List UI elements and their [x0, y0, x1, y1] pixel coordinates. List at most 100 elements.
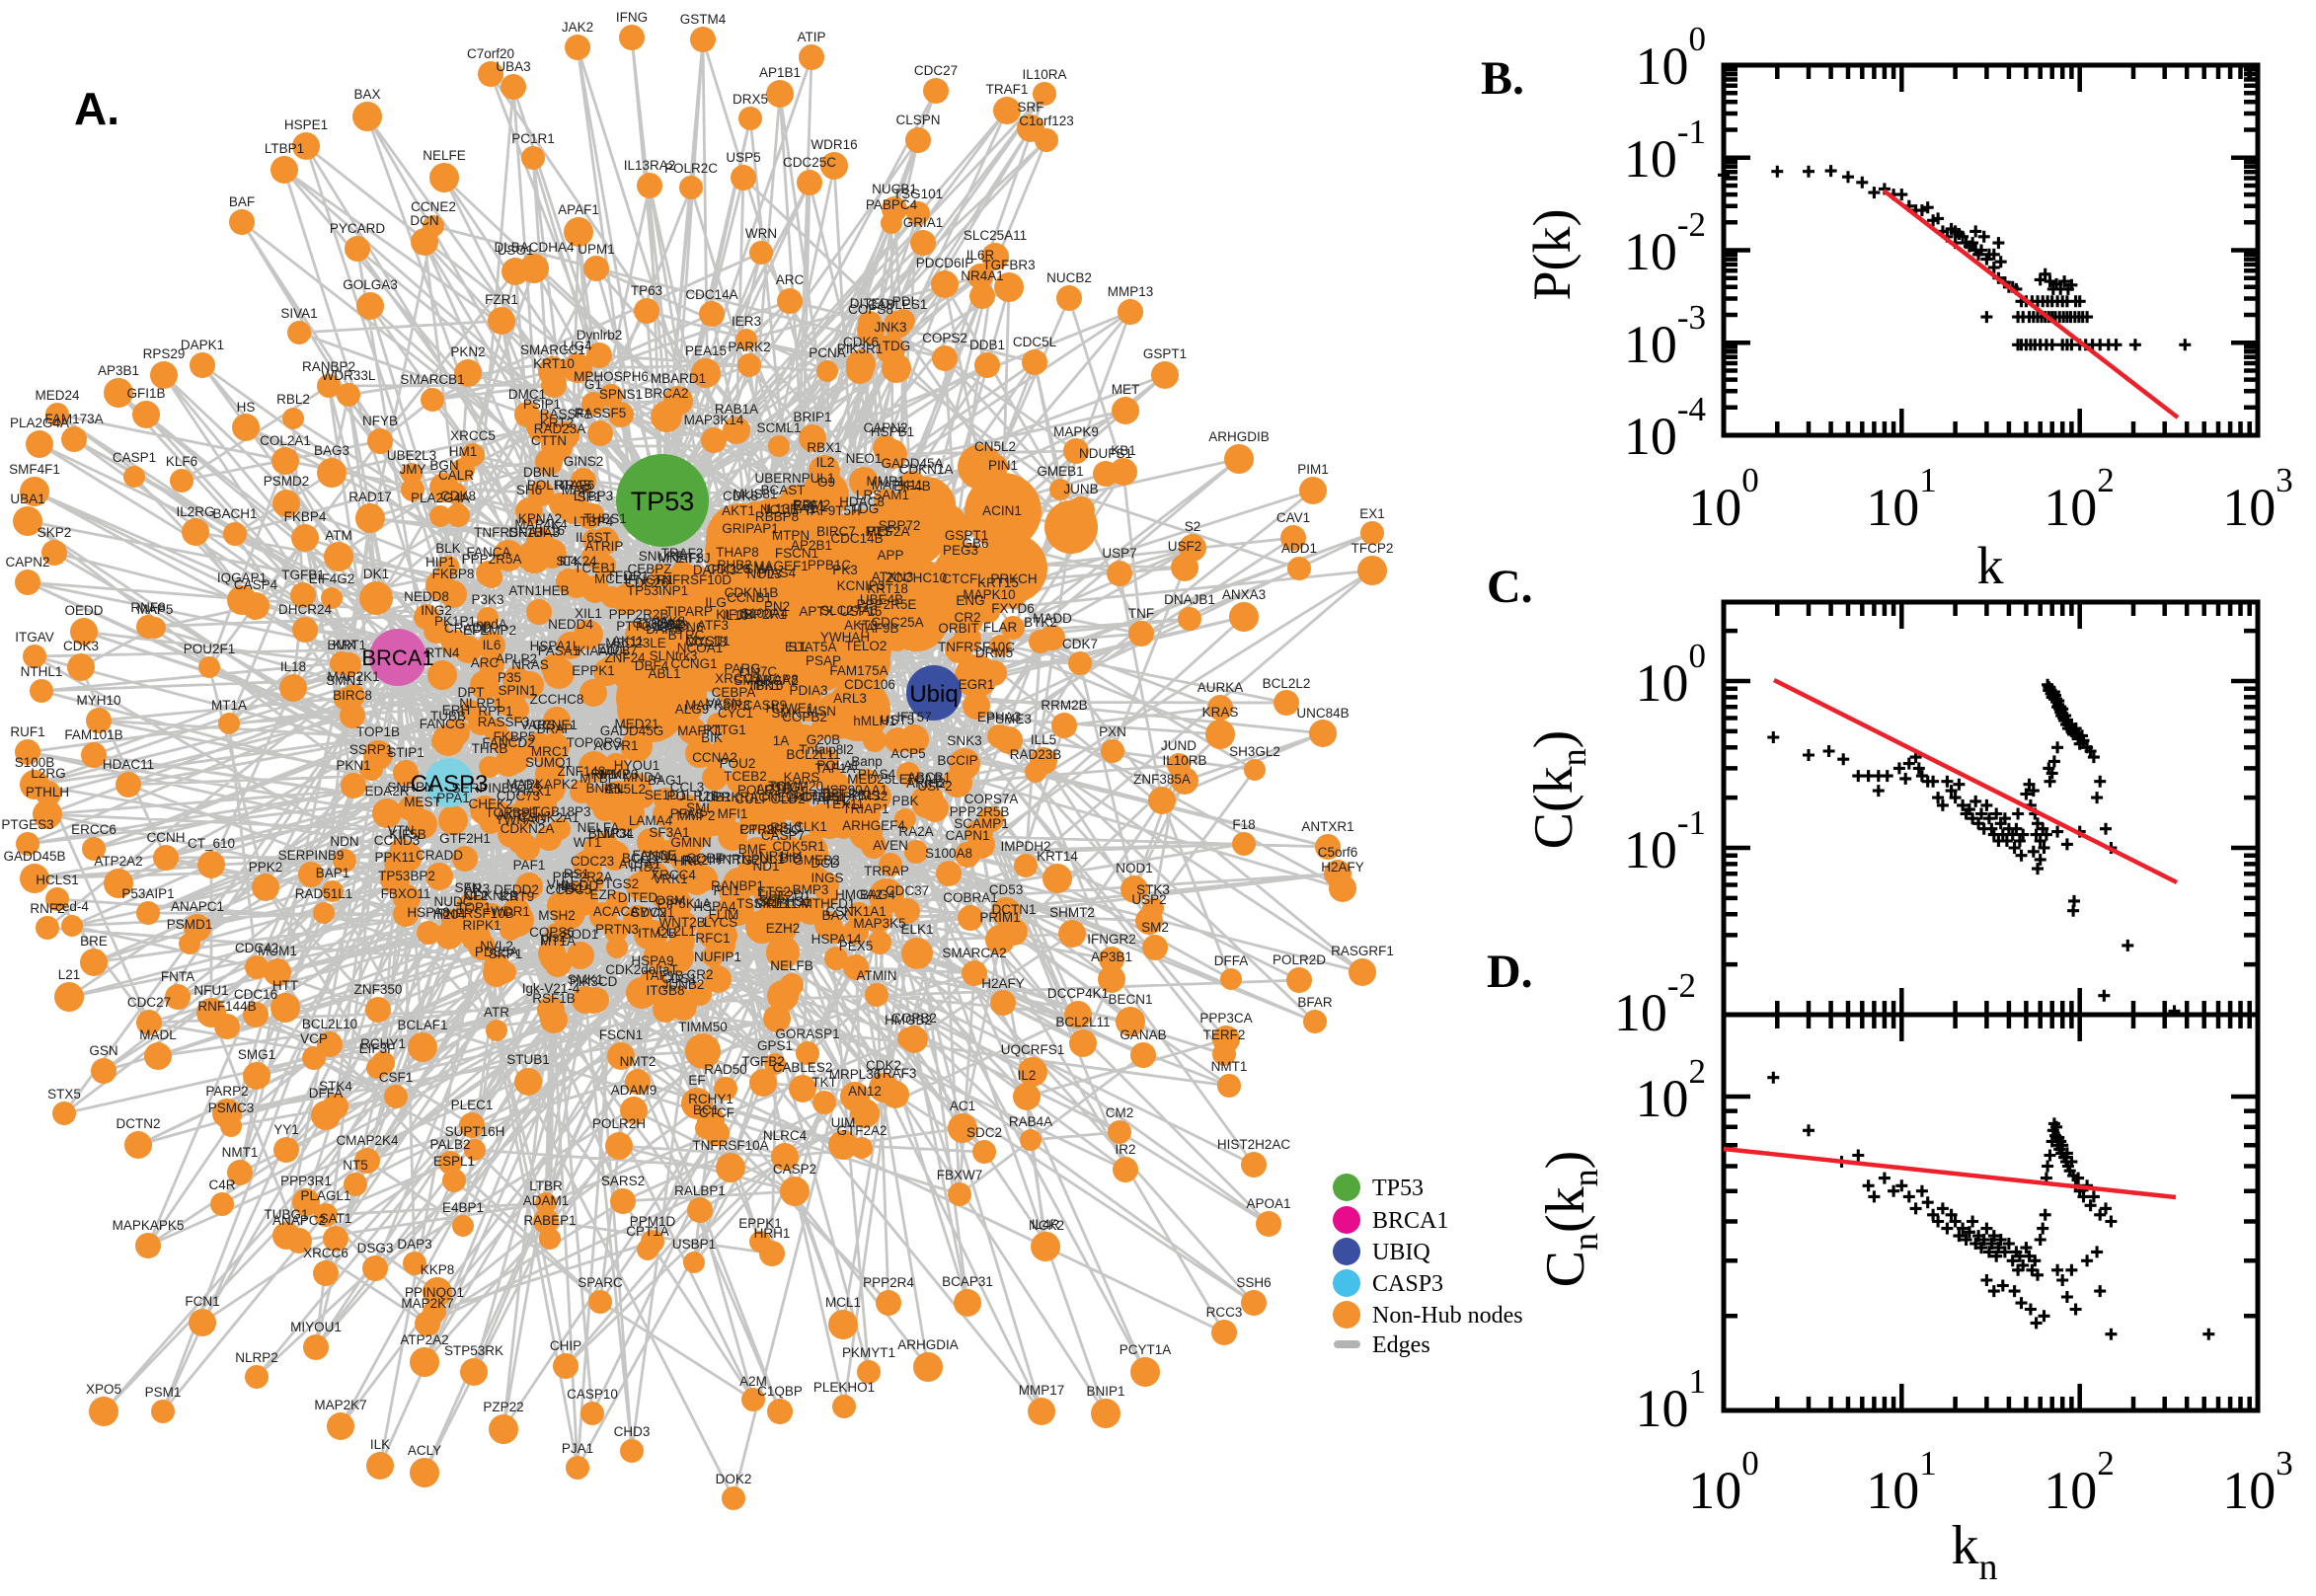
svg-text:LIG4: LIG4: [563, 339, 592, 353]
svg-text:SUMO1: SUMO1: [525, 755, 573, 770]
svg-text:TP53: TP53: [1372, 1176, 1424, 1201]
svg-text:RRAS: RRAS: [555, 478, 592, 493]
svg-text:HIST2H2AC: HIST2H2AC: [1217, 1137, 1291, 1152]
svg-text:RS1: RS1: [564, 867, 589, 881]
svg-text:IL6ST: IL6ST: [576, 530, 611, 545]
svg-text:CTR9: CTR9: [739, 822, 774, 837]
svg-text:P(k): P(k): [1522, 209, 1582, 301]
svg-text:CCNE1: CCNE1: [532, 718, 578, 732]
svg-text:HSPA8: HSPA8: [407, 905, 449, 920]
svg-text:STX5: STX5: [47, 1087, 81, 1102]
svg-text:FANCE: FANCE: [632, 848, 676, 863]
svg-text:PSMD1: PSMD1: [167, 917, 213, 932]
svg-text:PEA15: PEA15: [685, 343, 727, 358]
svg-text:ATN1HEB: ATN1HEB: [508, 583, 569, 598]
svg-text:ARHGDIA: ARHGDIA: [897, 1337, 959, 1352]
svg-text:FKBP5: FKBP5: [494, 729, 536, 744]
svg-text:POLR2D: POLR2D: [1273, 952, 1326, 967]
svg-text:CCND3: CCND3: [374, 833, 421, 848]
svg-text:UBE2L3: UBE2L3: [387, 448, 436, 463]
svg-text:GMEB1: GMEB1: [1037, 464, 1083, 479]
svg-text:ELL: ELL: [785, 640, 810, 654]
svg-text:TSG101: TSG101: [893, 187, 943, 201]
svg-text:HDAC8: HDAC8: [839, 494, 885, 509]
svg-text:PLA2G4A: PLA2G4A: [10, 416, 69, 430]
svg-text:TNFRSF10A: TNFRSF10A: [692, 1138, 768, 1153]
svg-text:CCL18: CCL18: [685, 635, 727, 649]
svg-text:PLEC1: PLEC1: [451, 1098, 494, 1112]
svg-text:CTCFL: CTCFL: [942, 571, 985, 586]
svg-text:RASSF5: RASSF5: [575, 406, 627, 420]
svg-text:RABEP1: RABEP1: [523, 1213, 576, 1228]
svg-text:MED23LE: MED23LE: [605, 636, 666, 650]
svg-text:ATF3: ATF3: [697, 618, 729, 633]
svg-text:BCL2L14: BCL2L14: [622, 851, 678, 866]
svg-text:TRIAP1: TRIAP1: [842, 801, 888, 816]
svg-text:SLNtrk3: SLNtrk3: [650, 648, 698, 663]
svg-text:TP53BP2: TP53BP2: [378, 869, 435, 883]
svg-text:CAPN2: CAPN2: [863, 420, 907, 435]
svg-text:TOPBP1: TOPBP1: [485, 805, 537, 820]
svg-text:LAMA4: LAMA4: [629, 813, 673, 828]
svg-text:DRM5: DRM5: [975, 646, 1013, 660]
svg-text:BTK2: BTK2: [1024, 615, 1057, 630]
svg-text:NEDD8: NEDD8: [404, 589, 449, 604]
svg-text:MAP3K5: MAP3K5: [853, 916, 905, 931]
svg-text:SLC27A6: SLC27A6: [820, 603, 878, 618]
svg-text:RCHY1: RCHY1: [688, 1092, 733, 1106]
svg-text:UBE2D1: UBE2D1: [759, 888, 811, 903]
svg-text:Tnfaip8l2: Tnfaip8l2: [799, 742, 854, 757]
svg-text:PPP2R5C: PPP2R5C: [739, 822, 801, 837]
svg-text:WDR1: WDR1: [491, 904, 530, 919]
svg-text:DPT: DPT: [458, 685, 485, 700]
svg-text:BFAR: BFAR: [1297, 995, 1333, 1010]
svg-text:STUB1: STUB1: [506, 1052, 550, 1067]
svg-text:PSIP1: PSIP1: [523, 397, 561, 412]
svg-text:PLA2G4A: PLA2G4A: [411, 491, 470, 505]
svg-text:RA2A: RA2A: [898, 824, 933, 839]
svg-text:KRT2: KRT2: [540, 416, 574, 430]
svg-text:PZP22: PZP22: [483, 1400, 523, 1414]
svg-text:SMF4F1: SMF4F1: [9, 462, 60, 477]
svg-text:WRN: WRN: [745, 226, 777, 241]
svg-text:AVEN: AVEN: [873, 838, 908, 853]
svg-text:KIF1B: KIF1B: [716, 607, 753, 622]
svg-text:CDC20: CDC20: [707, 562, 750, 576]
svg-text:ILK: ILK: [370, 1437, 390, 1452]
svg-text:USO1: USO1: [498, 243, 534, 258]
svg-text:CDC26: CDC26: [625, 575, 668, 590]
svg-text:MRE11A: MRE11A: [754, 896, 807, 911]
svg-text:k: k: [1977, 536, 2004, 595]
svg-text:FSCN1: FSCN1: [775, 546, 818, 561]
svg-text:BIRC7: BIRC7: [816, 524, 856, 539]
svg-text:PCNA: PCNA: [809, 345, 846, 360]
svg-text:CL2L1: CL2L1: [656, 924, 696, 939]
svg-text:MAPKAPK2: MAPKAPK2: [506, 777, 579, 792]
svg-text:RIPK2: RIPK2: [590, 767, 629, 782]
svg-text:D.: D.: [1487, 946, 1533, 998]
svg-text:GTF2H1: GTF2H1: [439, 831, 491, 846]
svg-text:MMP3: MMP3: [599, 767, 638, 782]
svg-text:SAT1: SAT1: [320, 1211, 352, 1226]
svg-text:SF3A1: SF3A1: [649, 825, 689, 840]
svg-text:KCNIP3: KCNIP3: [837, 578, 886, 593]
svg-text:IRS2: IRS2: [630, 860, 659, 874]
svg-text:ITGAV: ITGAV: [15, 630, 54, 645]
svg-text:AC1: AC1: [950, 1099, 975, 1113]
svg-text:hMLH1: hMLH1: [853, 714, 896, 728]
svg-text:GB6: GB6: [962, 536, 988, 551]
svg-text:RANBP1: RANBP1: [711, 878, 764, 893]
svg-text:STP53RK: STP53RK: [444, 1343, 503, 1358]
svg-text:EPPK1: EPPK1: [738, 1216, 782, 1231]
svg-text:CRADD: CRADD: [444, 621, 492, 636]
svg-text:DAPK1: DAPK1: [181, 338, 224, 352]
svg-text:SMARCB1: SMARCB1: [400, 372, 464, 387]
svg-text:DLBACDHA4: DLBACDHA4: [494, 240, 575, 255]
svg-text:HRH1: HRH1: [754, 1226, 791, 1241]
svg-text:IFI16: IFI16: [753, 678, 784, 693]
svg-text:BID: BID: [780, 851, 803, 866]
svg-text:SCAMP1: SCAMP1: [954, 816, 1009, 831]
svg-text:TNFRSF10D: TNFRSF10D: [655, 572, 732, 587]
svg-text:MAP2K7: MAP2K7: [401, 1296, 453, 1311]
svg-text:DHCR24: DHCR24: [278, 602, 333, 617]
